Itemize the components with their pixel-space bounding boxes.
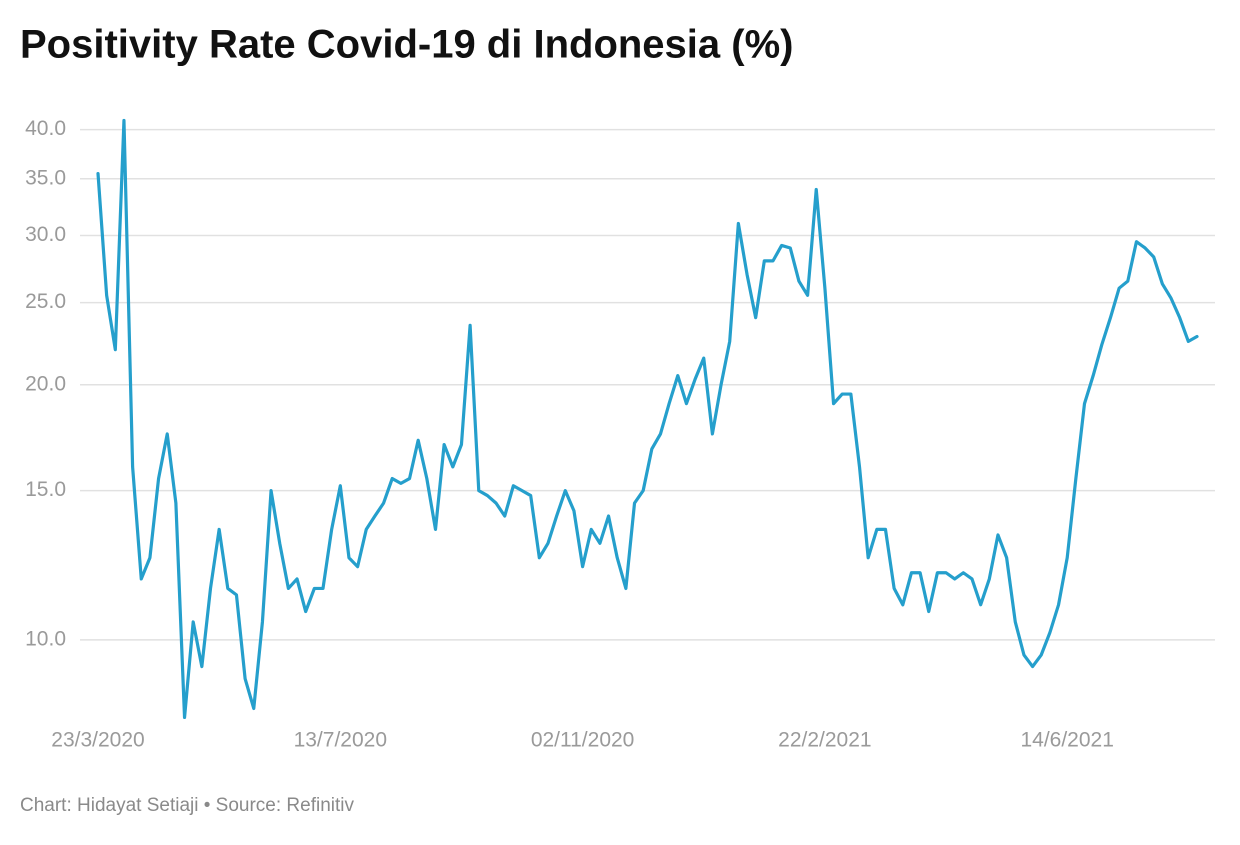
x-tick-label: 14/6/2021	[1020, 729, 1113, 752]
y-tick-label: 20.0	[25, 372, 66, 395]
y-tick-label: 25.0	[25, 290, 66, 313]
y-tick-label: 35.0	[25, 166, 66, 189]
data-line	[96, 118, 1199, 720]
y-tick-label: 15.0	[25, 478, 66, 501]
x-tick-label: 02/11/2020	[531, 729, 635, 752]
x-tick-label: 23/3/2020	[51, 729, 144, 752]
x-tick-label: 13/7/2020	[294, 729, 387, 752]
footer: Chart: Hidayat Setiaji • Source: Refinit…	[20, 795, 355, 816]
chart-title: Positivity Rate Covid-19 di Indonesia (%…	[20, 23, 793, 67]
y-tick-label: 10.0	[25, 627, 66, 650]
y-tick-label: 40.0	[25, 117, 66, 140]
y-tick-label: 30.0	[25, 223, 66, 246]
x-tick-label: 22/2/2021	[778, 729, 871, 752]
